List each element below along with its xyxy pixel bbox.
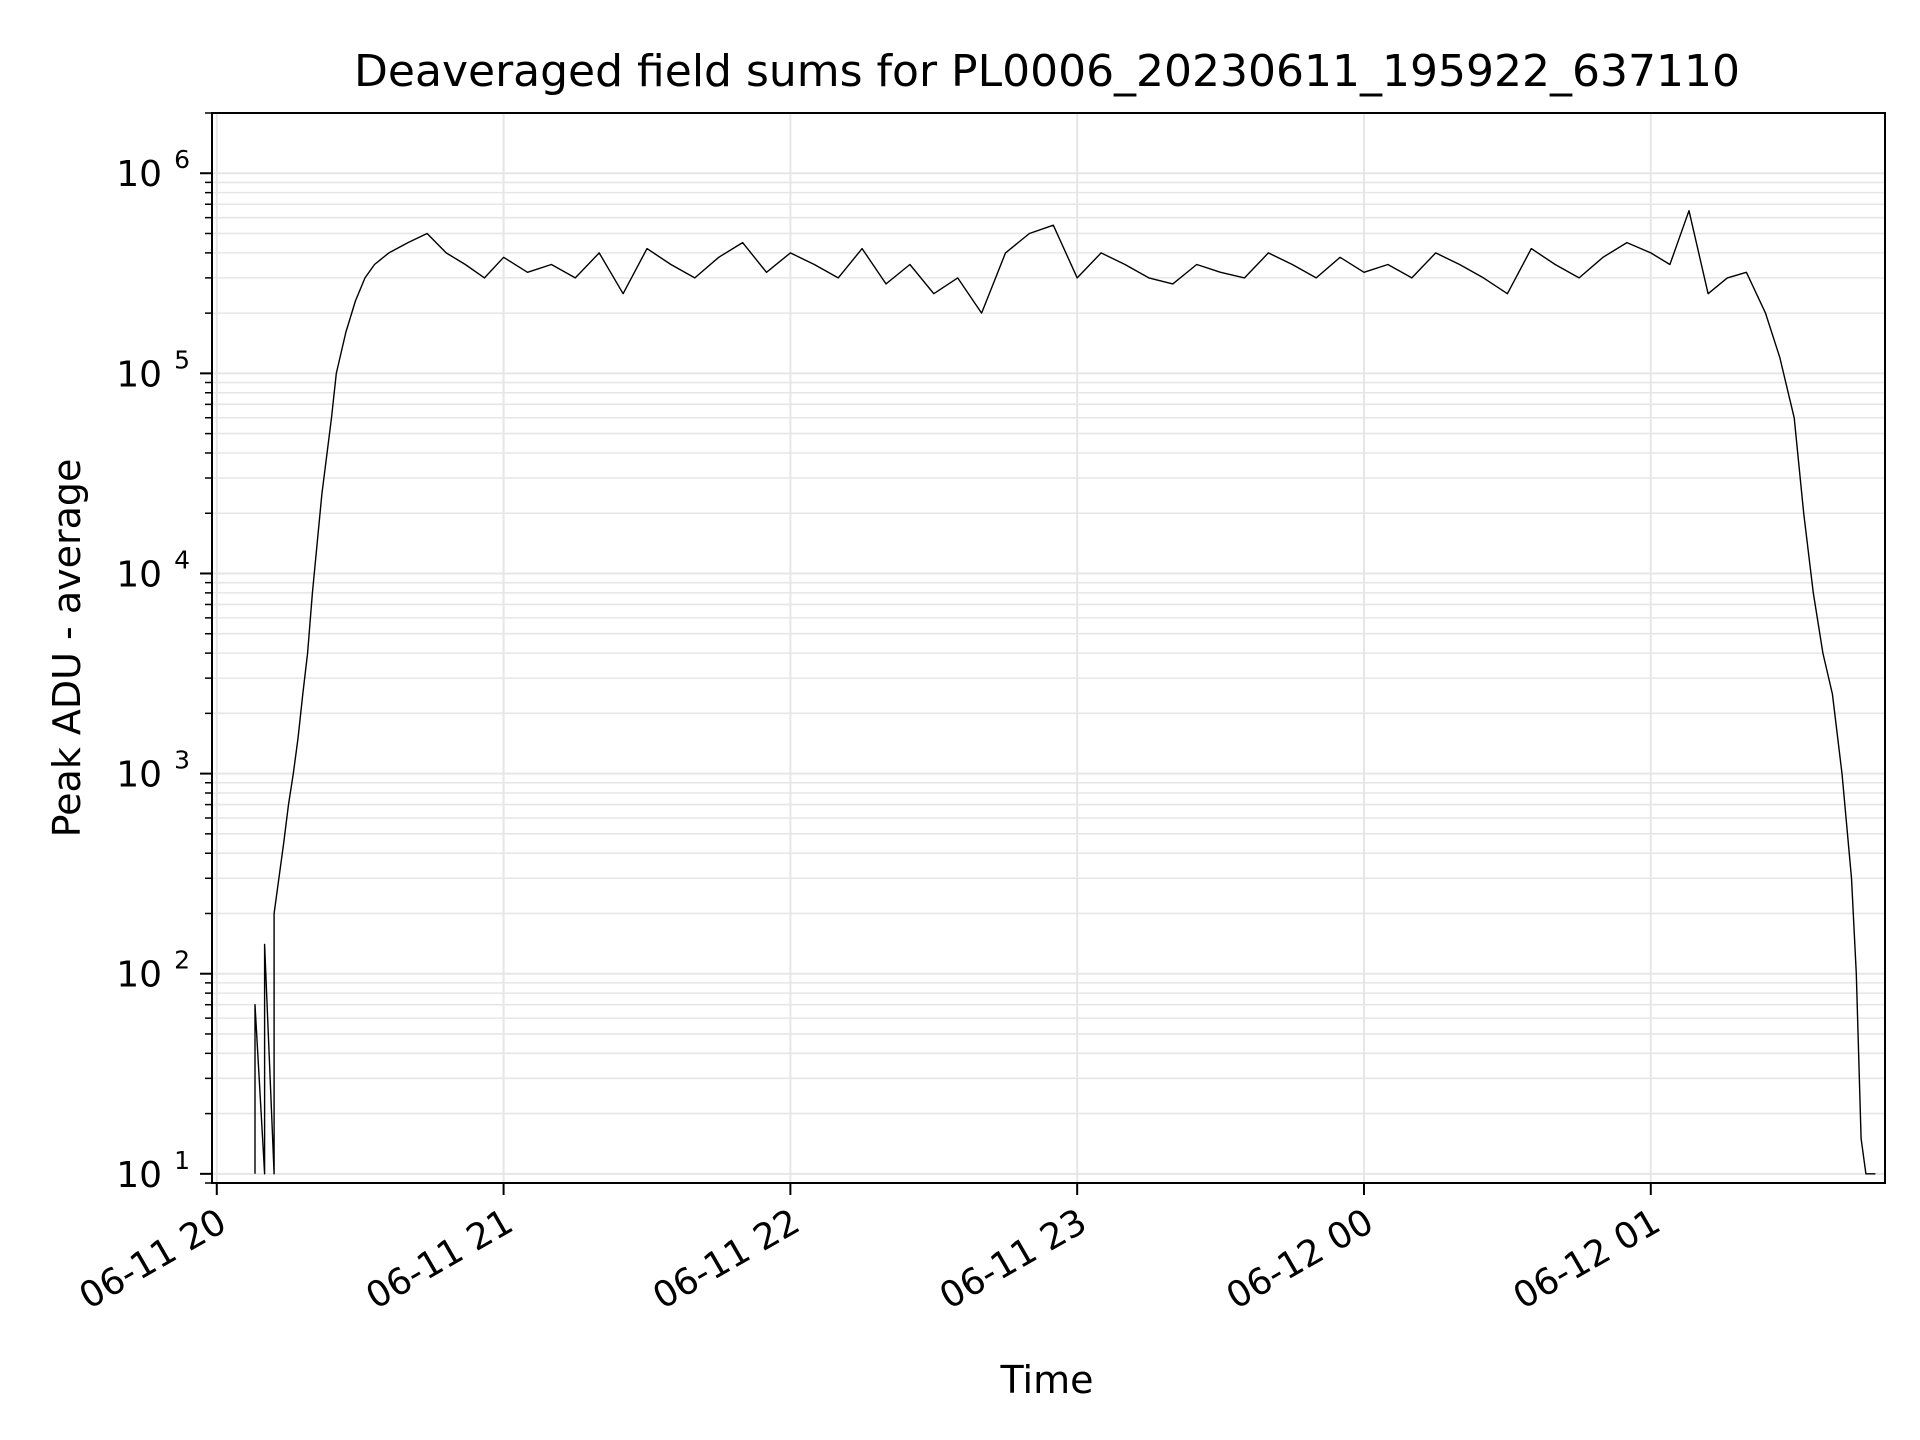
y-tick-exponent: 3: [174, 746, 190, 775]
y-tick-label: 10: [116, 1155, 162, 1196]
y-tick-label: 10: [116, 955, 162, 996]
chart-title: Deaveraged field sums for PL0006_2023061…: [354, 46, 1740, 97]
y-tick-label: 10: [116, 354, 162, 395]
y-tick-label: 10: [116, 755, 162, 796]
plot-frame: [211, 112, 1886, 1184]
plot-area: [254, 209, 1876, 1175]
y-tick-exponent: 6: [174, 145, 190, 174]
y-tick-exponent: 2: [174, 946, 190, 975]
y-tick-exponent: 4: [174, 545, 190, 574]
y-tick-label: 10: [116, 554, 162, 595]
y-tick-exponent: 1: [174, 1146, 190, 1175]
y-tick-label: 10: [116, 154, 162, 195]
y-tick-exponent: 5: [174, 345, 190, 374]
grid-layer: [212, 112, 1885, 1184]
x-axis-label: Time: [1000, 1358, 1094, 1402]
y-axis: 10 1 10 2 10 3 10 4 10 5 10 6: [116, 112, 212, 1196]
y-axis-label: Peak ADU - average: [45, 459, 89, 838]
series-line: [254, 209, 1876, 1175]
